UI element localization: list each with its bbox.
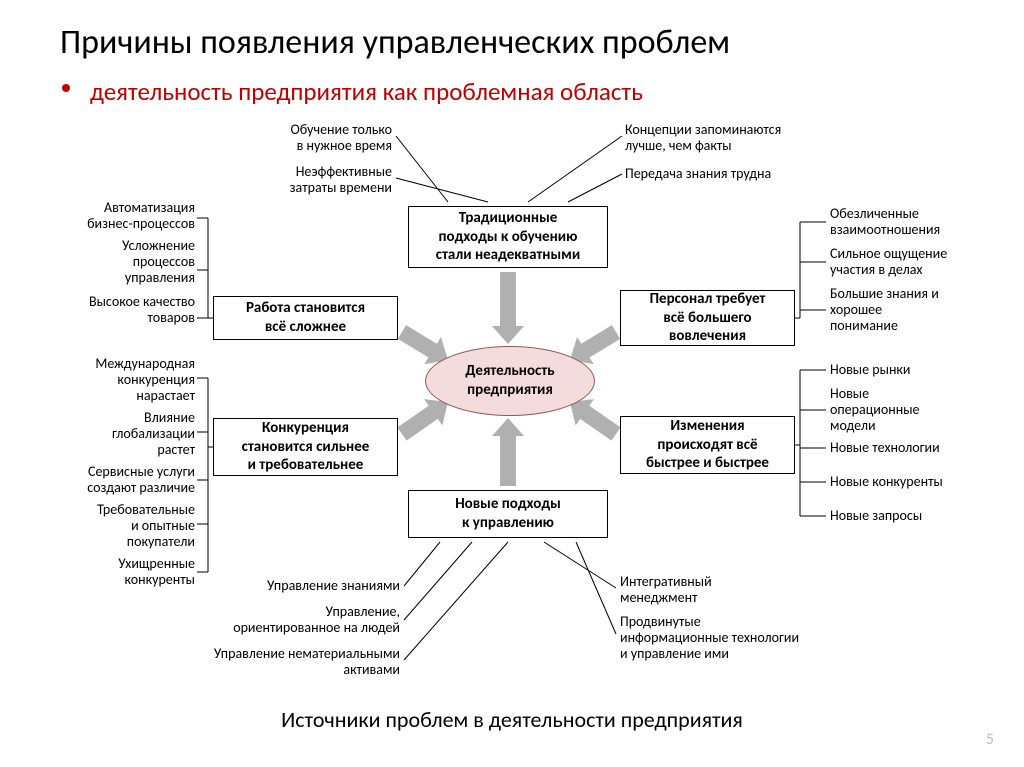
caption-ll-2: Сервисные услугисоздают различие (60, 464, 195, 496)
bullet-icon (62, 84, 70, 92)
caption-ur-0: Обезличенныевзаимоотношения (830, 206, 1000, 238)
caption-ul-1: Усложнениепроцессовуправления (60, 238, 195, 286)
box-bottom: Новые подходык управлению (408, 490, 608, 538)
center-ellipse: Деятельностьпредприятия (425, 346, 595, 416)
caption-top-0: Обучение тольков нужное время (262, 122, 392, 154)
bottom-caption: Источники проблем в деятельности предпри… (0, 706, 1024, 733)
caption-lr-4: Новые запросы (830, 508, 1000, 524)
caption-ll-1: Влияниеглобализациирастет (60, 410, 195, 458)
caption-lr-0: Новые рынки (830, 362, 1000, 378)
box-ul: Работа становитсявсё сложнее (213, 296, 398, 340)
box-ll: Конкуренциястановится сильнееи требовате… (213, 418, 398, 476)
caption-ur-1: Сильное ощущениеучастия в делах (830, 246, 1000, 278)
caption-lr-2: Новые технологии (830, 440, 1000, 456)
slide: Причины появления управленческих проблем… (0, 0, 1024, 767)
caption-bottom-1: Управление,ориентированное на людей (190, 604, 400, 636)
slide-subtitle: деятельность предприятия как проблемная … (90, 76, 643, 107)
box-top: Традиционныеподходы к обучениюстали неад… (408, 206, 608, 268)
page-number: 5 (986, 730, 994, 749)
diagram-canvas: Традиционныеподходы к обучениюстали неад… (0, 110, 1024, 700)
box-lr: Измененияпроисходят всёбыстрее и быстрее (620, 416, 795, 474)
caption-ur-2: Большие знания ихорошеепонимание (830, 286, 1000, 334)
caption-ul-2: Высокое качествотоваров (60, 294, 195, 326)
caption-bottom-3: Интегративныйменеджмент (620, 574, 820, 606)
caption-top-2: Концепции запоминаютсялучше, чем факты (625, 122, 825, 154)
caption-top-3: Передача знания трудна (625, 166, 825, 182)
caption-lr-3: Новые конкуренты (830, 474, 1000, 490)
caption-bottom-2: Управление нематериальнымиактивами (165, 646, 400, 678)
caption-bottom-0: Управление знаниями (230, 578, 400, 594)
caption-ll-3: Требовательныеи опытныепокупатели (60, 502, 195, 550)
caption-bottom-4: Продвинутыеинформационные технологиии уп… (620, 614, 860, 662)
slide-title: Причины появления управленческих проблем (60, 22, 730, 63)
box-ur: Персонал требуетвсё большегововлечения (620, 290, 795, 346)
caption-ul-0: Автоматизациябизнес-процессов (60, 200, 195, 232)
caption-ll-0: Международнаяконкуренциянарастает (60, 356, 195, 404)
caption-top-1: Неэффективныезатраты времени (262, 164, 392, 196)
caption-ll-4: Ухищренныеконкуренты (60, 556, 195, 588)
caption-lr-1: Новыеоперационныемодели (830, 386, 1000, 434)
